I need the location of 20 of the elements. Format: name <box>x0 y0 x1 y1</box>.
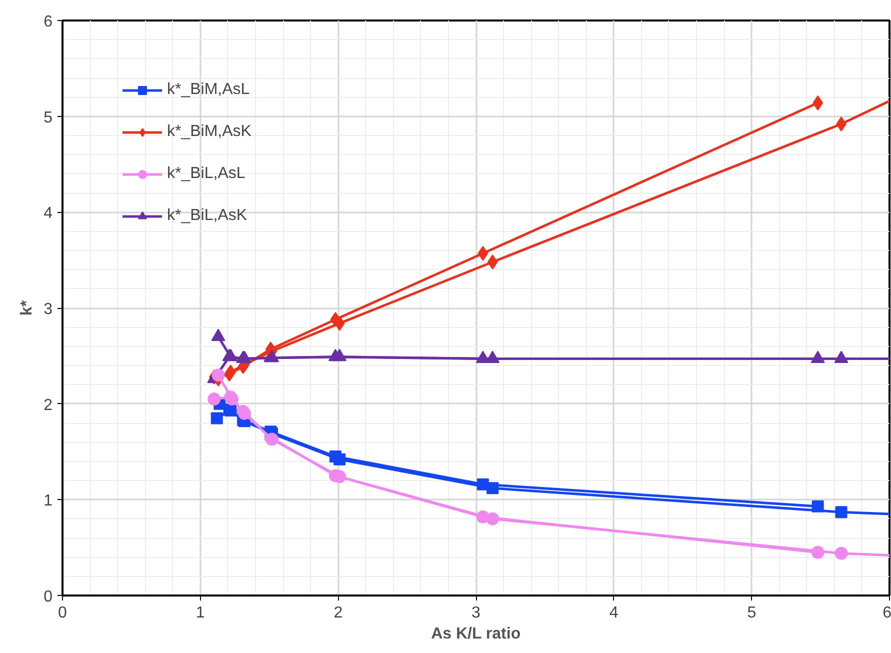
x-tick-label: 6 <box>882 604 891 622</box>
y-tick-label: 3 <box>44 301 53 318</box>
legend-label: k*_BiL,AsK <box>167 207 248 225</box>
legend-label: k*_BiL,AsL <box>167 165 246 183</box>
x-tick-label: 4 <box>609 604 618 622</box>
y-tick-label: 2 <box>44 396 53 414</box>
y-tick-label: 4 <box>44 205 53 222</box>
y-tick-label: 0 <box>44 588 53 606</box>
legend-label: k*_BiM,AsL <box>167 81 250 99</box>
y-tick-label: 6 <box>44 14 53 30</box>
x-axis-title: As K/L ratio <box>431 626 521 642</box>
x-tick-label: 2 <box>334 604 343 622</box>
x-tick-label: 5 <box>747 604 756 622</box>
y-tick-label: 5 <box>44 109 53 126</box>
x-tick-label: 0 <box>58 604 68 622</box>
x-tick-label: 1 <box>196 604 205 622</box>
y-axis-title: k* <box>18 300 36 316</box>
y-tick-label: 1 <box>44 492 53 510</box>
x-tick-label: 3 <box>472 604 481 622</box>
legend-label: k*_BiM,AsK <box>167 123 252 141</box>
